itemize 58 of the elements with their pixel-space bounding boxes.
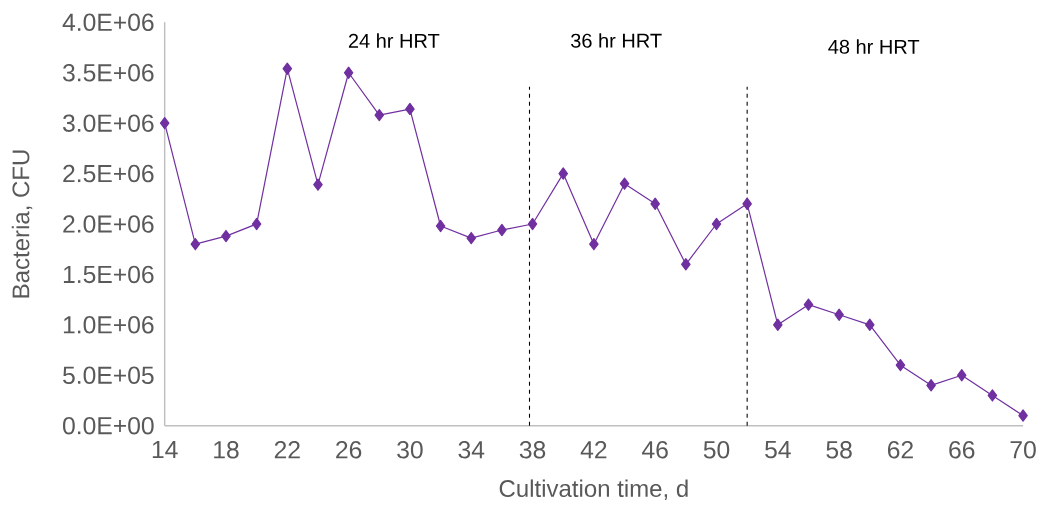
y-tick-label: 2.5E+06 (63, 164, 154, 183)
point (558, 167, 569, 180)
y-tick-label: 3.0E+06 (62, 114, 154, 132)
x-tick-label: 70 (1010, 441, 1036, 459)
y-tick-label: 1.0E+06 (63, 316, 154, 334)
y-axis-title: Bacteria, CFU (11, 150, 33, 298)
x-tick-label: 42 (580, 441, 607, 459)
point (1018, 409, 1028, 422)
point (313, 178, 323, 191)
x-tick-label: 50 (703, 441, 730, 459)
y-tick-label: 5.0E+05 (63, 366, 154, 384)
x-tick-label: 54 (765, 441, 791, 459)
point (742, 197, 752, 211)
point (159, 116, 170, 130)
point (527, 217, 538, 231)
point (374, 108, 385, 122)
y-tick-label: 4.0E+06 (62, 13, 154, 32)
point (435, 219, 446, 233)
annotation: 36 hr HRT (571, 33, 662, 48)
y-tick-label: 0.0E+00 (63, 416, 154, 435)
point (497, 223, 507, 237)
point (251, 217, 262, 231)
y-tick-label: 2.0E+06 (63, 215, 154, 233)
x-tick-label: 66 (949, 441, 975, 459)
x-tick-label: 26 (336, 441, 362, 459)
y-tick-label: 3.5E+06 (62, 64, 154, 82)
x-tick-label: 22 (274, 441, 300, 459)
point (895, 358, 906, 372)
y-tick-label: 1.5E+06 (63, 265, 154, 284)
point (466, 231, 477, 245)
point (650, 197, 660, 211)
point (681, 258, 691, 271)
annotation: 48 hr HRT (828, 39, 920, 54)
point (926, 379, 936, 392)
point (803, 298, 814, 311)
annotation: 24 hr HRT (348, 33, 440, 48)
x-tick-label: 18 (214, 441, 239, 459)
point (343, 66, 354, 79)
point (221, 229, 231, 243)
x-tick-label: 14 (152, 441, 178, 458)
point (956, 369, 967, 382)
x-tick-label: 62 (887, 441, 913, 459)
point (864, 318, 875, 332)
x-tick-label: 46 (642, 441, 668, 459)
point (589, 237, 599, 251)
point (619, 177, 630, 190)
point (282, 62, 293, 75)
point (190, 237, 201, 251)
point (987, 389, 998, 402)
x-tick-label: 34 (458, 441, 485, 459)
x-tick-label: 58 (826, 441, 852, 459)
point (711, 217, 722, 231)
point (773, 318, 783, 332)
x-tick-label: 38 (519, 441, 546, 459)
point (405, 102, 415, 116)
x-tick-label: 30 (397, 441, 423, 459)
x-axis-title: Cultivation time, d (499, 479, 688, 500)
point (834, 308, 844, 321)
